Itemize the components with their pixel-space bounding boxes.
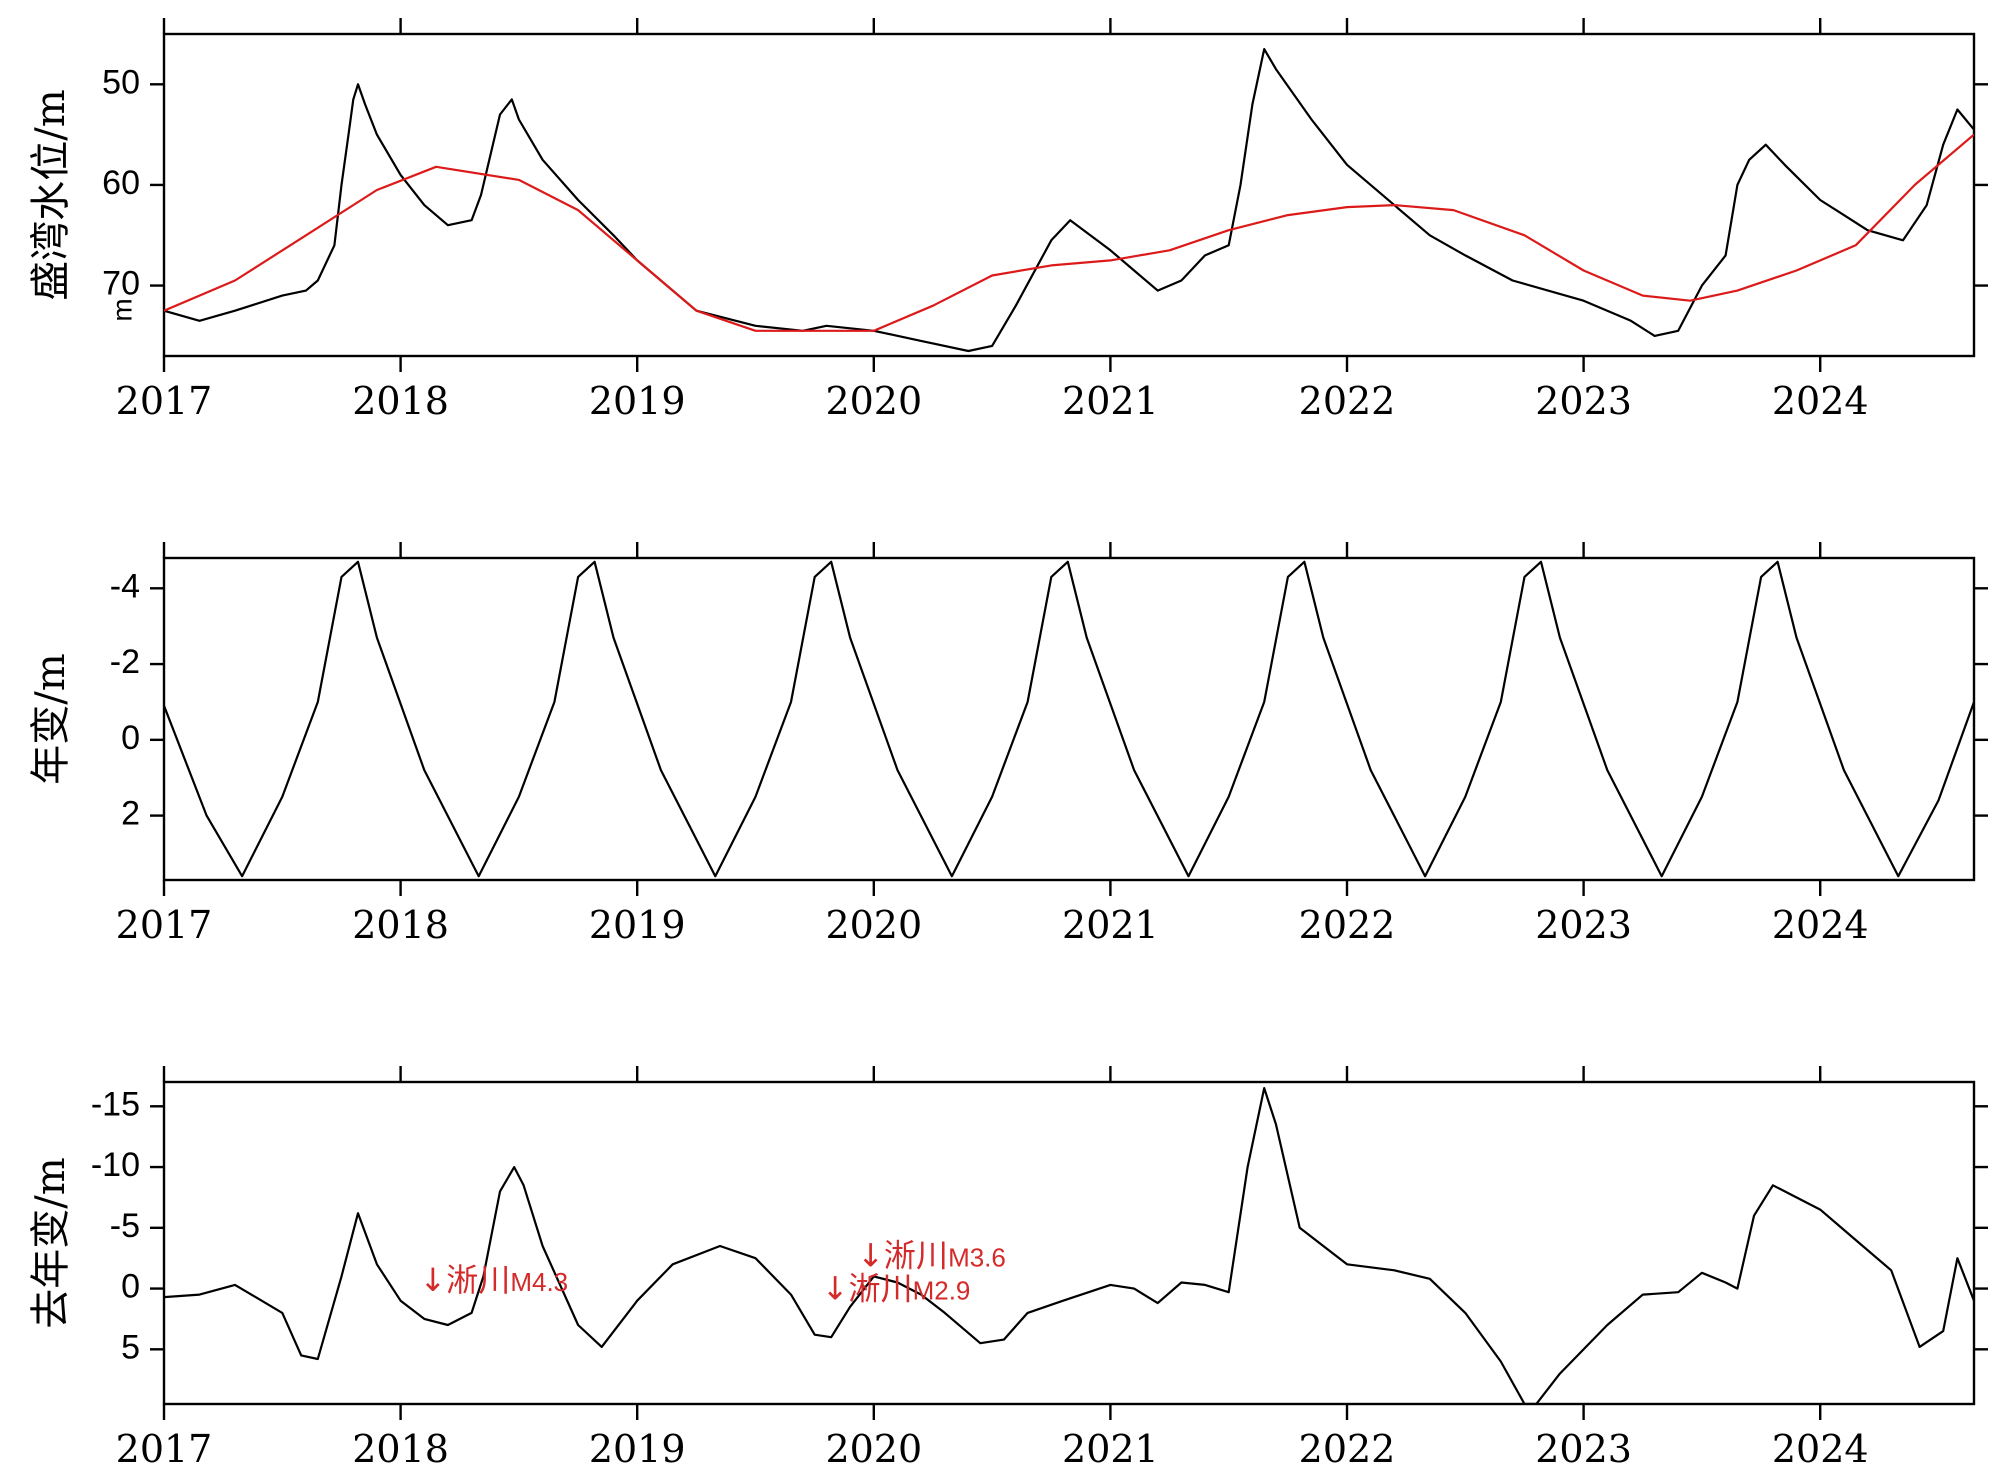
x-tick-label: 2018 — [352, 379, 449, 423]
ticks-layer: 2017 2018 2019 2020 2021 2022 2023 2024 -4 -2 0 2 — [110, 542, 1988, 947]
x-tick-label: 2021 — [1062, 903, 1159, 947]
series-layer — [164, 560, 1974, 878]
x-tick-label: 2021 — [1062, 1427, 1159, 1471]
y-axis-unit-fragment: m — [106, 298, 137, 321]
y-tick-label: 60 — [102, 164, 140, 202]
x-tick-label: 2017 — [116, 1427, 213, 1471]
x-tick-label: 2024 — [1772, 379, 1869, 423]
y-tick-label: 5 — [121, 1328, 140, 1366]
panel-annual-variation: 2017 2018 2019 2020 2021 2022 2023 2024 -4 -2 0 2 年… — [28, 542, 1988, 947]
annotation-layer: ↓淅川M4.3↓淅川M3.6↓淅川M2.9 — [420, 1237, 1006, 1308]
panel-water-level: 2017 2018 2019 2020 2021 2022 2023 2024 50 60 70 盛… — [28, 18, 1988, 423]
series-line-fitted-trend — [164, 133, 1974, 332]
y-tick-label: 0 — [121, 719, 140, 757]
x-tick-label: 2018 — [352, 903, 449, 947]
x-tick-label: 2024 — [1772, 903, 1869, 947]
y-tick-label: 50 — [102, 63, 140, 101]
annotation-magnitude: M4.3 — [510, 1267, 568, 1297]
y-tick-label: -15 — [91, 1085, 140, 1123]
earthquake-annotation: ↓淅川M4.3 — [420, 1261, 569, 1299]
series-layer — [164, 1086, 1974, 1404]
earthquake-annotation: ↓淅川M3.6 — [857, 1237, 1006, 1275]
x-tick-label: 2022 — [1299, 1427, 1396, 1471]
series-line-detrended-annual — [164, 1086, 1974, 1404]
y-tick-label: -2 — [110, 643, 140, 681]
x-tick-label: 2022 — [1299, 379, 1396, 423]
y-tick-label: -10 — [91, 1146, 140, 1184]
annotation-arrow: ↓ — [857, 1237, 884, 1275]
x-tick-label: 2023 — [1535, 379, 1632, 423]
annotation-place: 淅川 — [884, 1237, 948, 1275]
annotation-place: 淅川 — [849, 1270, 913, 1308]
x-tick-label: 2023 — [1535, 903, 1632, 947]
ticks-layer: 2017 2018 2019 2020 2021 2022 2023 2024 50 60 70 — [102, 18, 1988, 423]
x-tick-label: 2018 — [352, 1427, 449, 1471]
x-tick-label: 2023 — [1535, 1427, 1632, 1471]
panel-detrended: 2017 2018 2019 2020 2021 2022 2023 2024 -15 -10 -5… — [28, 1066, 1988, 1471]
x-tick-label: 2017 — [116, 903, 213, 947]
plot-frame — [162, 1080, 1976, 1406]
y-axis-label: 年变/m — [28, 653, 74, 784]
x-tick-label: 2024 — [1772, 1427, 1869, 1471]
x-tick-label: 2021 — [1062, 379, 1159, 423]
x-tick-label: 2020 — [825, 379, 922, 423]
annotation-magnitude: M2.9 — [913, 1276, 971, 1306]
earthquake-annotation: ↓淅川M2.9 — [822, 1270, 971, 1308]
x-tick-label: 2022 — [1299, 903, 1396, 947]
plot-frame — [162, 556, 1976, 882]
y-tick-label: -4 — [110, 567, 140, 605]
x-tick-label: 2019 — [589, 1427, 686, 1471]
annotation-arrow: ↓ — [822, 1270, 849, 1308]
plot-frame — [162, 32, 1976, 358]
annotation-magnitude: M3.6 — [948, 1243, 1006, 1273]
annotation-place: 淅川 — [446, 1261, 510, 1299]
annotation-arrow: ↓ — [420, 1261, 447, 1299]
y-tick-label: 0 — [121, 1268, 140, 1306]
x-tick-label: 2020 — [825, 903, 922, 947]
y-tick-label: 70 — [102, 265, 140, 303]
series-line-annual-variation — [164, 560, 1974, 878]
y-tick-label: 2 — [121, 795, 140, 833]
x-tick-label: 2020 — [825, 1427, 922, 1471]
x-tick-label: 2017 — [116, 379, 213, 423]
ticks-layer: 2017 2018 2019 2020 2021 2022 2023 2024 -15 -10 -5… — [91, 1066, 1988, 1471]
series-layer — [164, 47, 1974, 353]
y-tick-label: -5 — [110, 1207, 140, 1245]
y-axis-label: 去年变/m — [28, 1157, 74, 1328]
x-tick-label: 2019 — [589, 379, 686, 423]
y-axis-label: 盛湾水位/m — [28, 89, 74, 300]
series-line-observed — [164, 47, 1974, 353]
x-tick-label: 2019 — [589, 903, 686, 947]
